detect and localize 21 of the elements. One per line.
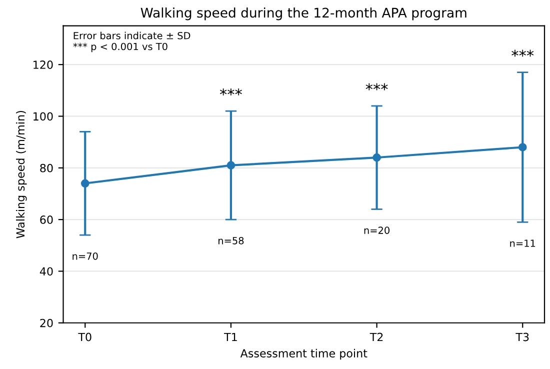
annotation: *** [220,88,242,96]
y-tick-label: 40 [40,267,53,276]
x-tick-label: T3 [516,332,529,342]
y-tick-label: 60 [40,216,53,224]
y-axis-title: Walking speed (m/min) [16,111,27,238]
annotation: *** [366,83,388,90]
x-tick-label: T1 [224,332,237,342]
y-tick-label: 20 [40,318,53,328]
annotation: n=11 [510,240,536,247]
y-tick-label: 80 [40,164,53,172]
annotation: *** [512,50,534,57]
x-axis-title: Assessment time point [240,348,368,360]
annotation: n=20 [364,226,390,234]
x-tick-label: T2 [370,332,383,342]
y-tick-label: 100 [34,112,53,121]
annotation: n=70 [72,252,98,260]
chart-title: Walking speed during the 12-month APA program [140,7,466,20]
y-tick-label: 120 [34,60,53,69]
annotation: Error bars indicate ± SD *** p < 0.001 vs T0 [73,32,190,52]
annotation: n=58 [218,236,244,244]
x-tick-label: T0 [78,332,92,342]
